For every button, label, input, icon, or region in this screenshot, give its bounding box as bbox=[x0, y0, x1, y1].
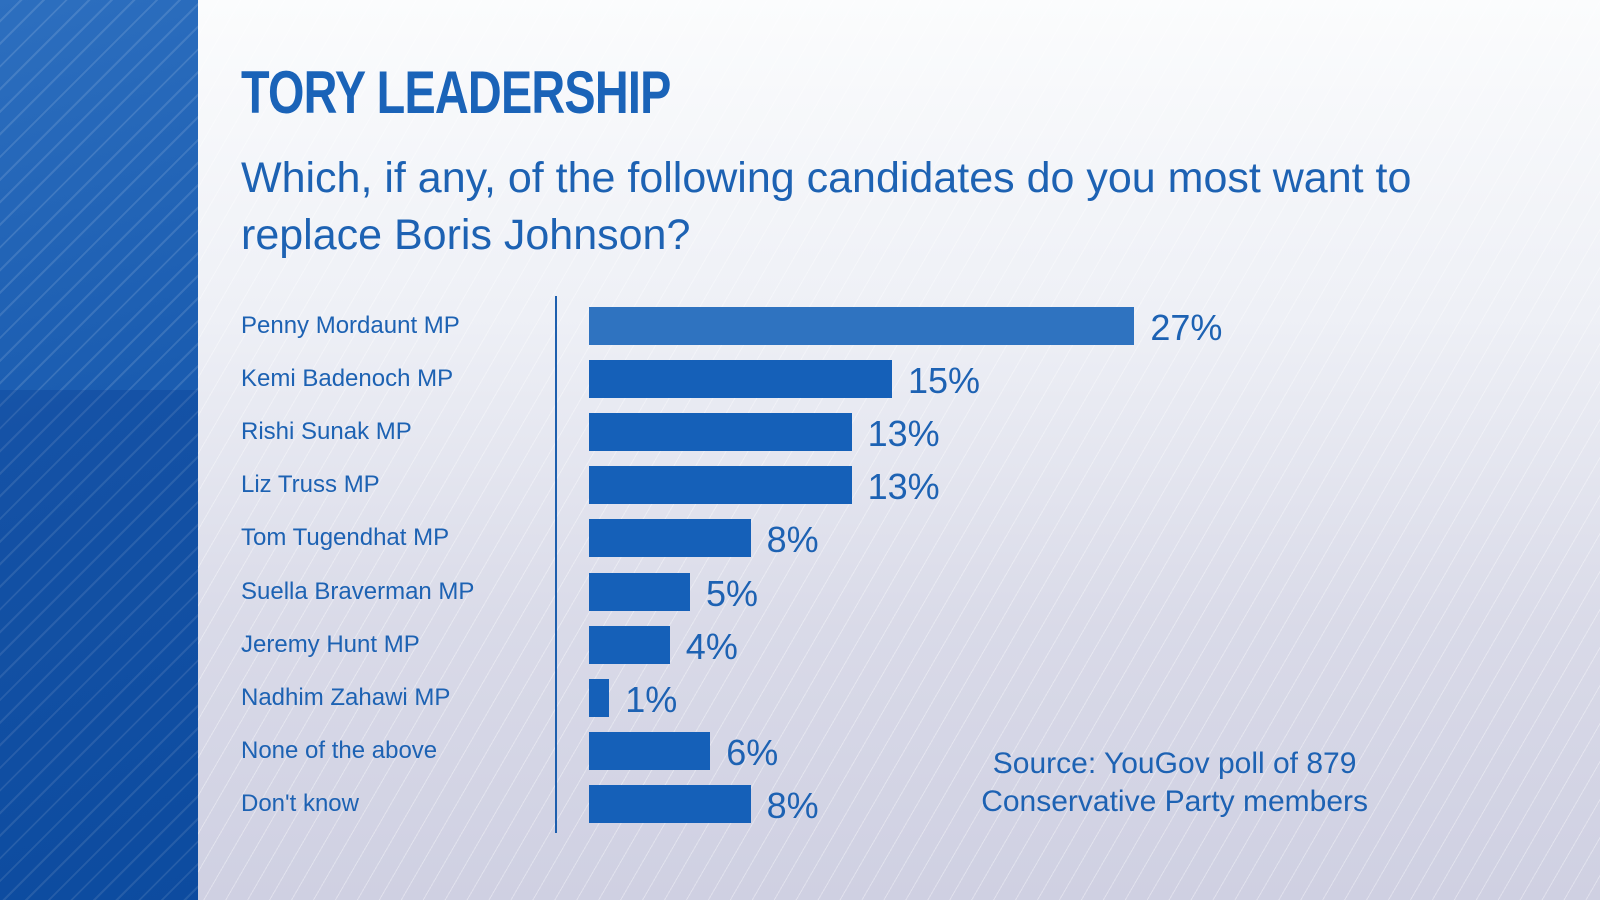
bar bbox=[589, 731, 711, 770]
value-label: 8% bbox=[766, 519, 819, 561]
bar bbox=[589, 678, 610, 717]
bar bbox=[589, 360, 892, 399]
source-line-2: Conservative Party members bbox=[981, 785, 1368, 818]
value-label: 13% bbox=[867, 466, 940, 508]
value-label: 15% bbox=[908, 360, 981, 402]
value-label: 1% bbox=[625, 678, 678, 720]
y-axis-line bbox=[555, 296, 557, 833]
category-label: Tom Tugendhat MP bbox=[241, 524, 450, 552]
category-label: Kemi Badenoch MP bbox=[241, 365, 454, 393]
category-label: Rishi Sunak MP bbox=[241, 418, 412, 446]
value-label: 13% bbox=[867, 413, 940, 455]
category-label: Penny Mordaunt MP bbox=[241, 312, 460, 339]
category-label: Jeremy Hunt MP bbox=[241, 630, 420, 658]
bar bbox=[589, 466, 852, 505]
page-title: TORY LEADERSHIP bbox=[241, 59, 671, 126]
bar bbox=[589, 625, 670, 664]
category-label: Liz Truss MP bbox=[241, 471, 380, 499]
value-label: 4% bbox=[685, 625, 738, 667]
value-label: 5% bbox=[706, 572, 759, 614]
bar bbox=[589, 519, 751, 558]
bar bbox=[589, 572, 690, 611]
value-label: 8% bbox=[766, 784, 819, 826]
category-label: Nadhim Zahawi MP bbox=[241, 683, 451, 711]
value-label: 6% bbox=[726, 731, 779, 773]
question-subtitle: Which, if any, of the following candidat… bbox=[241, 154, 1412, 259]
bar bbox=[589, 784, 751, 823]
sidebar-decoration bbox=[0, 0, 198, 900]
source-line-1: Source: YouGov poll of 879 bbox=[992, 747, 1357, 780]
value-label: 27% bbox=[1150, 307, 1223, 348]
bar bbox=[589, 413, 852, 452]
category-label: Suella Braverman MP bbox=[241, 577, 475, 605]
source-note: Source: YouGov poll of 879 Conservative … bbox=[981, 745, 1368, 821]
category-label: Don't know bbox=[241, 789, 359, 817]
bar bbox=[589, 307, 1135, 345]
category-label: None of the above bbox=[241, 736, 438, 764]
